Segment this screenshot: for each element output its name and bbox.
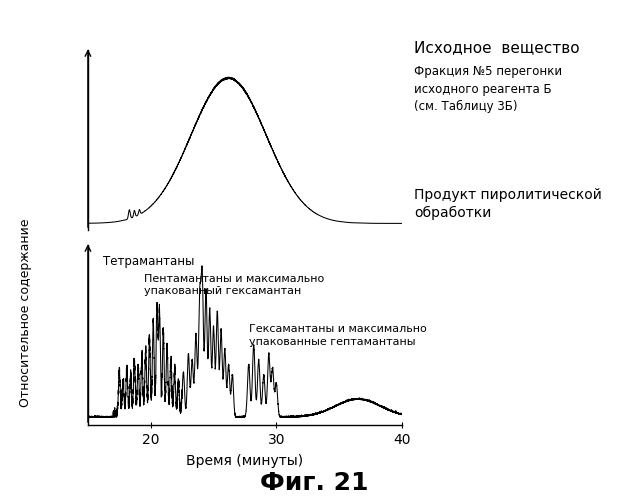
Text: Фракция №5 перегонки
исходного реагента Б
(см. Таблицу 3Б): Фракция №5 перегонки исходного реагента …: [414, 65, 563, 113]
Text: Относительное содержание: Относительное содержание: [19, 218, 31, 407]
Text: Фиг. 21: Фиг. 21: [260, 471, 368, 495]
Text: Продукт пиролитической
обработки: Продукт пиролитической обработки: [414, 188, 602, 220]
Text: Пентамантаны и максимально
упакованный гексамантан: Пентамантаны и максимально упакованный г…: [144, 274, 325, 296]
Text: Исходное  вещество: Исходное вещество: [414, 40, 580, 55]
Text: Гексамантаны и максимально
упакованные гептамантаны: Гексамантаны и максимально упакованные г…: [249, 324, 426, 347]
X-axis label: Время (минуты): Время (минуты): [187, 454, 303, 468]
Text: Тетрамантаны: Тетрамантаны: [103, 256, 195, 268]
